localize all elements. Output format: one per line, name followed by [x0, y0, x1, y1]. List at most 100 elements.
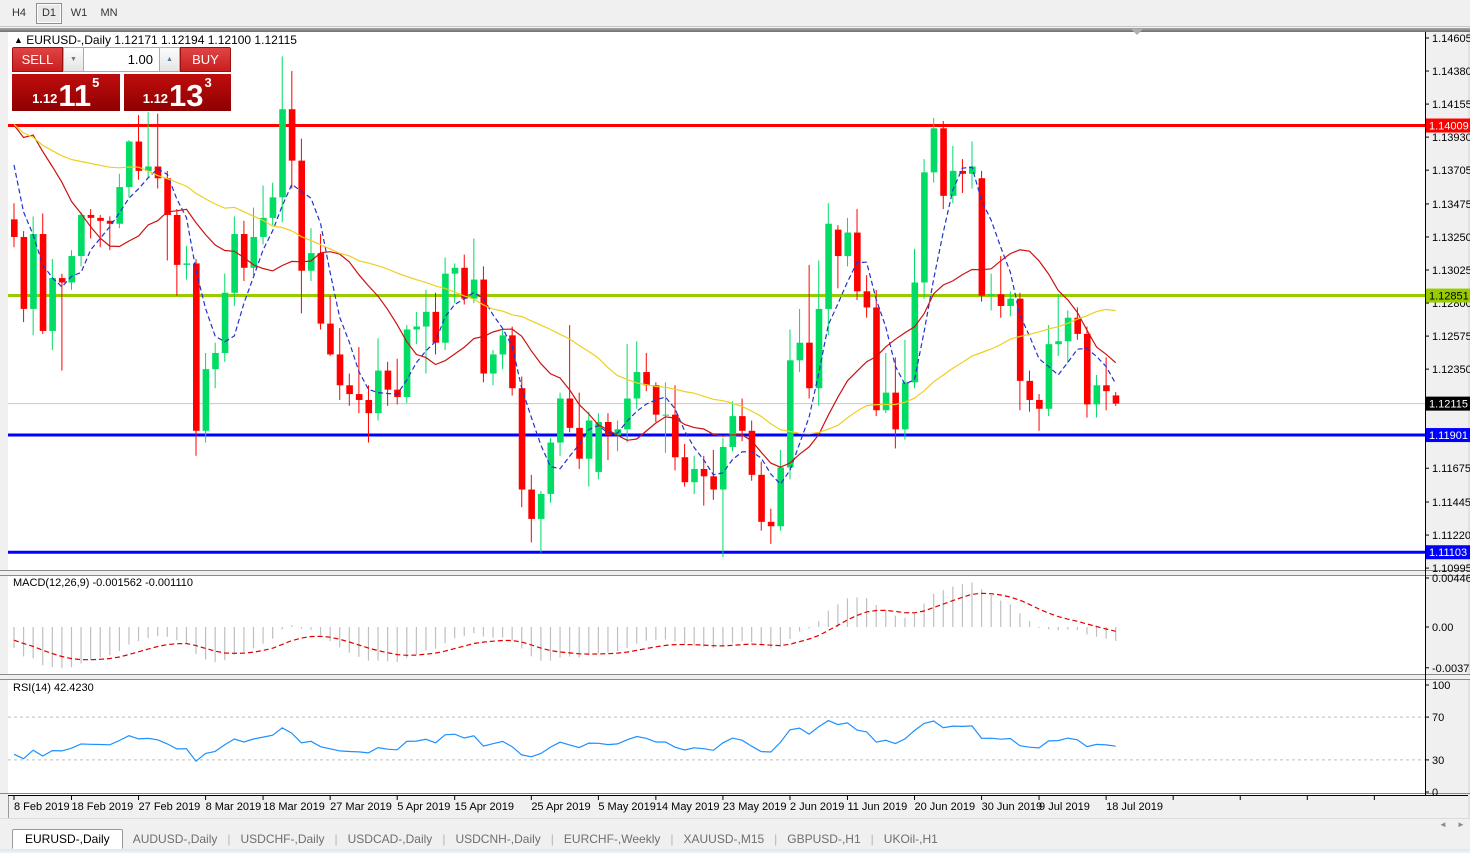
svg-text:1.14605: 1.14605	[1432, 33, 1470, 45]
svg-text:18 Jul 2019: 18 Jul 2019	[1106, 801, 1163, 813]
tab-separator: |	[774, 832, 778, 846]
svg-text:1.13930: 1.13930	[1432, 132, 1470, 144]
chart-symbol-label: EURUSD-,Daily	[26, 33, 111, 47]
svg-text:27 Mar 2019: 27 Mar 2019	[330, 801, 392, 813]
svg-text:2 Jun 2019: 2 Jun 2019	[790, 801, 844, 813]
chart-tab-bar: EURUSD-,Daily AUDUSD-,Daily | USDCHF-,Daily…	[0, 829, 1470, 851]
svg-text:1.12115: 1.12115	[1429, 399, 1468, 411]
timeframe-button-W1[interactable]: W1	[70, 7, 88, 19]
buy-price-main: 13	[169, 77, 204, 113]
scroll-left-button[interactable]: ◄	[1436, 819, 1450, 829]
timeframe-toolbar: H4 D1 W1 MN	[0, 0, 1470, 27]
svg-text:70: 70	[1432, 712, 1444, 724]
svg-text:20 Jun 2019: 20 Jun 2019	[915, 801, 976, 813]
sell-price-prefix: 1.12	[32, 91, 58, 106]
tab-separator: |	[227, 832, 231, 846]
sell-price-main: 11	[58, 77, 92, 113]
svg-text:23 May 2019: 23 May 2019	[723, 801, 787, 813]
svg-text:1.13475: 1.13475	[1432, 199, 1470, 211]
chart-tab-usdchf-daily[interactable]: USDCHF-,Daily	[240, 832, 325, 846]
svg-text:1.14380: 1.14380	[1432, 66, 1470, 78]
scroll-right-button[interactable]: ►	[1454, 819, 1468, 829]
svg-text:8 Feb 2019: 8 Feb 2019	[14, 801, 70, 813]
sell-button[interactable]: SELL	[12, 47, 63, 72]
svg-text:1.11220: 1.11220	[1432, 530, 1470, 542]
rsi-line	[13, 719, 1116, 763]
svg-text:30 Jun 2019: 30 Jun 2019	[982, 801, 1043, 813]
macd-pane[interactable]	[13, 582, 1117, 669]
chart-tab-usdcad-daily[interactable]: USDCAD-,Daily	[347, 832, 433, 846]
buy-price-prefix: 1.12	[142, 91, 169, 106]
chart-ohlc-values: 1.12171 1.12194 1.12100 1.12115	[114, 33, 297, 47]
chart-tab-xauusd-m15[interactable]: XAUUSD-,M15	[683, 832, 765, 846]
chart-tab-usdcnh-daily[interactable]: USDCNH-,Daily	[455, 832, 541, 846]
horizontal-scrollbar[interactable]: ◄ ►	[0, 818, 1470, 829]
tab-separator: |	[870, 832, 874, 846]
svg-text:30: 30	[1432, 755, 1444, 767]
price-pane[interactable]	[8, 56, 1425, 558]
svg-text:1.13705: 1.13705	[1432, 165, 1470, 177]
svg-text:1.14009: 1.14009	[1429, 121, 1469, 133]
tab-separator: |	[550, 832, 554, 846]
chart-window-top-edge	[0, 28, 1470, 32]
buy-button[interactable]: BUY	[180, 47, 231, 72]
svg-text:1.12851: 1.12851	[1429, 291, 1469, 303]
svg-text:0: 0	[1432, 787, 1438, 799]
chart-window-right-border	[1468, 32, 1470, 818]
scroll-left-icon: ◄	[1439, 819, 1447, 829]
chart-tab-gbpusd-h1[interactable]: GBPUSD-,H1	[787, 832, 861, 846]
volume-increase-button[interactable]: ▲	[159, 47, 180, 72]
svg-text:1.11675: 1.11675	[1432, 463, 1470, 475]
svg-text:1.11901: 1.11901	[1429, 430, 1468, 442]
volume-input[interactable]	[84, 48, 159, 71]
svg-text:1.11445: 1.11445	[1432, 497, 1470, 509]
buy-price-box[interactable]: 1.12 13 3	[123, 74, 231, 113]
chart-tab-eurusd-daily[interactable]: EURUSD-,Daily	[12, 829, 123, 849]
moving-average-5	[13, 164, 1117, 486]
svg-text:1.10995: 1.10995	[1432, 563, 1470, 575]
date-axis[interactable]: 8 Feb 2019 18 Feb 2019 27 Feb 2019 8 Mar 20…	[13, 796, 1375, 813]
svg-text:5 May 2019: 5 May 2019	[598, 801, 655, 813]
chart-tab-ukoil-h1[interactable]: UKOil-,H1	[883, 832, 938, 846]
candles-layer	[11, 56, 1120, 558]
chart-shift-marker-icon[interactable]	[1131, 29, 1143, 35]
chevron-up-icon: ▲	[166, 56, 173, 63]
volume-decrease-button[interactable]: ▼	[63, 47, 84, 72]
moving-average-34	[13, 124, 1116, 435]
sell-price-pip: 5	[92, 75, 100, 90]
sell-price-box[interactable]: 1.12 11 5	[12, 74, 120, 111]
svg-text:18 Feb 2019: 18 Feb 2019	[71, 801, 133, 813]
svg-text:1.13025: 1.13025	[1432, 265, 1470, 277]
timeframe-button-MN[interactable]: MN	[100, 7, 118, 19]
svg-text:18 Mar 2019: 18 Mar 2019	[263, 801, 325, 813]
svg-text:14 May 2019: 14 May 2019	[656, 801, 720, 813]
svg-text:15 Apr 2019: 15 Apr 2019	[455, 801, 514, 813]
volume-field-wrap	[84, 47, 159, 72]
price-axis[interactable]: 1.14605 1.14380 1.14155 1.13930 1.13705 1.134…	[1425, 32, 1470, 799]
svg-text:0.00: 0.00	[1432, 622, 1453, 634]
svg-text:-0.003715: -0.003715	[1432, 663, 1470, 675]
svg-text:11 Jun 2019: 11 Jun 2019	[847, 801, 907, 813]
svg-text:25 Apr 2019: 25 Apr 2019	[531, 801, 590, 813]
moving-average-13	[13, 124, 1117, 468]
svg-text:9 Jul 2019: 9 Jul 2019	[1039, 801, 1090, 813]
timeframe-button-H4[interactable]: H4	[11, 7, 27, 19]
chart-tab-audusd-daily[interactable]: AUDUSD-,Daily	[132, 832, 218, 846]
svg-text:8 Mar 2019: 8 Mar 2019	[206, 801, 262, 813]
chart-canvas[interactable]: 8 Feb 2019 18 Feb 2019 27 Feb 2019 8 Mar 20…	[0, 28, 1470, 818]
svg-text:1.14155: 1.14155	[1432, 99, 1470, 111]
symbol-marker-icon: ▲	[14, 35, 23, 45]
svg-text:100: 100	[1432, 680, 1450, 692]
timeframe-button-D1[interactable]: D1	[36, 2, 62, 24]
one-click-trading-panel: SELL ▼ ▲ BUY 1.12 11 5 1.12 13 3	[12, 47, 231, 111]
chart-tab-eurchf-weekly[interactable]: EURCHF-,Weekly	[563, 832, 661, 846]
svg-text:5 Apr 2019: 5 Apr 2019	[397, 801, 450, 813]
macd-indicator-label: MACD(12,26,9) -0.001562 -0.001110	[13, 577, 193, 589]
chevron-down-icon: ▼	[70, 56, 77, 63]
rsi-pane[interactable]	[8, 716, 1425, 763]
svg-text:1.12350: 1.12350	[1432, 364, 1470, 376]
tab-separator: |	[670, 832, 674, 846]
buy-price-pip: 3	[204, 75, 212, 90]
svg-text:1.11103: 1.11103	[1429, 547, 1467, 559]
